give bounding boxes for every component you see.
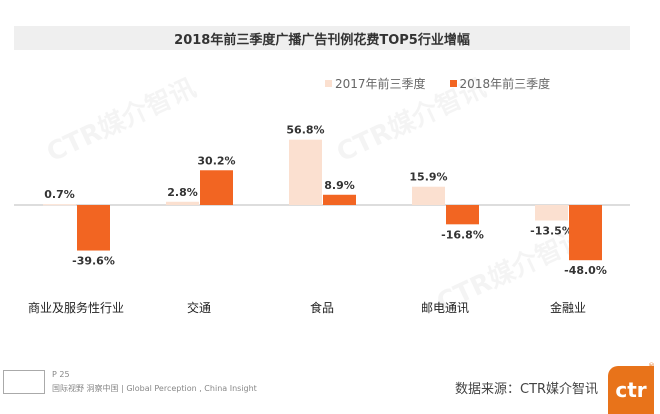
registered-icon: ®	[648, 362, 655, 370]
data-label: -48.0%	[564, 264, 607, 277]
data-source: 数据来源：CTR媒介智讯	[455, 382, 599, 397]
legend-swatch	[325, 80, 332, 87]
bar-2017	[412, 186, 445, 205]
chart-title: 2018年前三季度广播广告刊例花费TOP5行业增幅	[174, 32, 470, 48]
bar-2017	[535, 205, 568, 221]
legend-label: 2018年前三季度	[459, 77, 551, 91]
bar-2018	[569, 205, 602, 261]
bar-2018	[77, 205, 110, 251]
bar-2017	[289, 139, 322, 205]
data-label: -16.8%	[441, 228, 484, 241]
category-label: 商业及服务性行业	[28, 300, 124, 315]
data-label: 30.2%	[197, 154, 235, 167]
data-label: -39.6%	[72, 255, 115, 268]
bar-2017	[166, 201, 199, 205]
ctr-logo: ctr	[608, 366, 654, 414]
bar-2018	[446, 205, 479, 225]
category-label: 交通	[187, 300, 211, 315]
legend: 2017年前三季度 2018年前三季度	[325, 75, 550, 92]
logo-text: ctr	[615, 378, 647, 402]
page-number: P 25	[52, 370, 70, 379]
data-label: 56.8%	[286, 124, 324, 137]
category-label: 金融业	[550, 300, 586, 315]
bar-2017	[43, 204, 76, 206]
data-label: 0.7%	[44, 188, 75, 201]
data-label: 8.9%	[324, 179, 355, 192]
legend-item-2018: 2018年前三季度	[449, 75, 551, 92]
slogan: 国际视野 洞察中国 | Global Perception , China In…	[52, 384, 257, 393]
data-label: -13.5%	[530, 225, 573, 238]
title-bar: 2018年前三季度广播广告刊例花费TOP5行业增幅	[14, 26, 630, 50]
data-label: 2.8%	[167, 186, 198, 199]
legend-swatch	[449, 80, 457, 87]
data-label: 15.9%	[409, 171, 447, 184]
category-label: 食品	[310, 300, 334, 315]
certification-icon	[3, 370, 45, 394]
legend-item-2017: 2017年前三季度	[325, 75, 426, 92]
legend-label: 2017年前三季度	[335, 77, 426, 91]
category-label: 邮电通讯	[421, 301, 469, 315]
bar-2018	[323, 194, 356, 205]
bar-chart: 0.7% -39.6% 商业及服务性行业 2.8% 30.2% 交通 56.8% 8.9% 食品…	[14, 124, 630, 315]
bar-2018	[200, 170, 233, 205]
